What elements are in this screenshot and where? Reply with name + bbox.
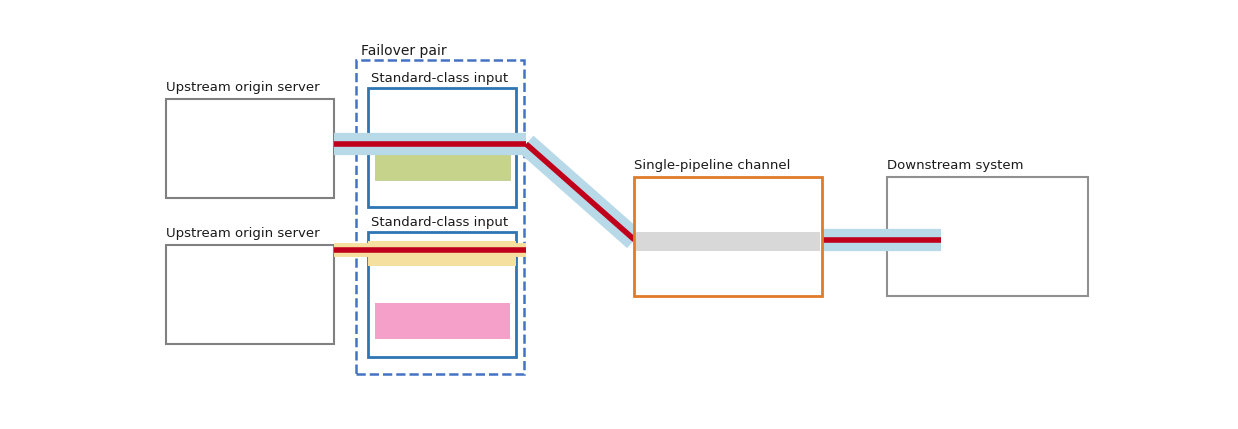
Bar [166, 245, 334, 344]
Text: Downstream system: Downstream system [886, 159, 1024, 172]
Text: Upstream origin server: Upstream origin server [166, 227, 319, 240]
Bar [636, 232, 820, 251]
Bar [357, 60, 524, 374]
Text: Upstream origin server: Upstream origin server [166, 82, 319, 94]
Text: Failover pair: Failover pair [361, 44, 447, 58]
Bar [375, 149, 510, 180]
Text: Standard-class input: Standard-class input [370, 216, 508, 229]
Text: Single-pipeline channel: Single-pipeline channel [635, 159, 791, 172]
Bar [368, 232, 516, 357]
Text: Pipeline 0: Pipeline 0 [649, 189, 714, 202]
Bar [635, 177, 822, 296]
Text: Standard-class input: Standard-class input [370, 72, 508, 85]
Bar [368, 242, 516, 266]
Bar [368, 88, 516, 207]
Bar [886, 177, 1088, 296]
Bar [166, 100, 334, 199]
Bar [375, 302, 510, 339]
